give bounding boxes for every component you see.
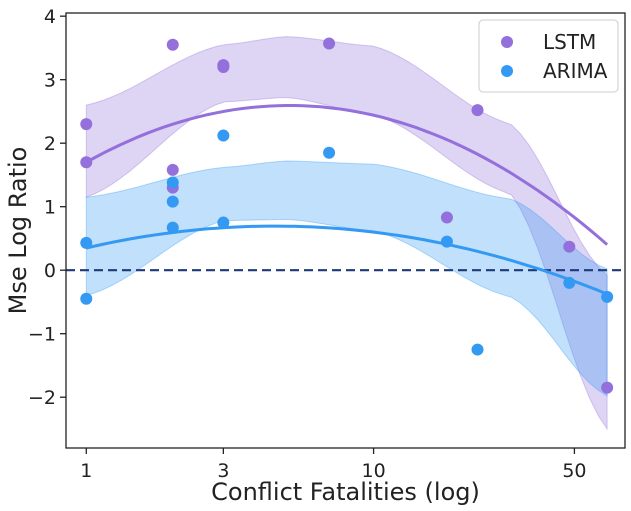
data-point-lstm [217, 60, 230, 73]
data-points [80, 37, 614, 394]
confidence-band-arima [85, 160, 608, 397]
data-point-lstm [166, 38, 179, 51]
x-axis-ticks: 1 3 10 50 [80, 448, 587, 482]
confidence-band-lstm [85, 36, 608, 431]
data-point-lstm [166, 163, 179, 176]
data-point-lstm [440, 211, 453, 224]
x-axis-label: Conflict Fatalities (log) [211, 478, 480, 506]
x-tick-label: 10 [361, 460, 385, 482]
legend: LSTM ARIMA [478, 19, 619, 93]
data-point-arima [323, 146, 336, 159]
y-tick-label: 3 [44, 70, 56, 92]
legend-label-lstm: LSTM [543, 30, 596, 54]
data-point-lstm [80, 156, 93, 169]
data-point-lstm [471, 104, 484, 117]
legend-marker-lstm [501, 36, 513, 48]
data-point-arima [563, 276, 576, 289]
confidence-bands [85, 36, 608, 431]
y-tick-label: −1 [28, 324, 56, 346]
data-point-arima [166, 176, 179, 189]
data-point-arima [80, 292, 93, 305]
data-point-arima [471, 343, 484, 356]
data-point-arima [80, 236, 93, 249]
data-point-arima [217, 129, 230, 142]
data-point-lstm [601, 381, 614, 394]
data-point-lstm [80, 118, 93, 131]
plot-frame [65, 12, 626, 449]
data-point-arima [166, 221, 179, 234]
y-tick-label: 0 [44, 260, 56, 282]
x-tick-label: 50 [562, 460, 586, 482]
x-tick-label: 1 [80, 460, 92, 482]
y-tick-label: 2 [44, 133, 56, 155]
x-tick-label: 3 [217, 460, 229, 482]
data-point-arima [601, 290, 614, 303]
y-axis-ticks: −2 −1 0 1 2 3 4 [28, 6, 66, 409]
y-tick-label: 4 [44, 6, 56, 28]
y-tick-label: 1 [44, 197, 56, 219]
y-axis-label: Mse Log Ratio [4, 147, 32, 315]
data-point-lstm [563, 240, 576, 253]
y-tick-label: −2 [28, 387, 56, 409]
data-point-arima [217, 216, 230, 229]
legend-label-arima: ARIMA [543, 59, 608, 83]
data-point-lstm [323, 37, 336, 50]
legend-marker-arima [501, 65, 513, 77]
fit-curve-lstm [85, 104, 609, 246]
data-point-arima [440, 235, 453, 248]
legend-box [478, 19, 619, 93]
data-point-arima [166, 195, 179, 208]
